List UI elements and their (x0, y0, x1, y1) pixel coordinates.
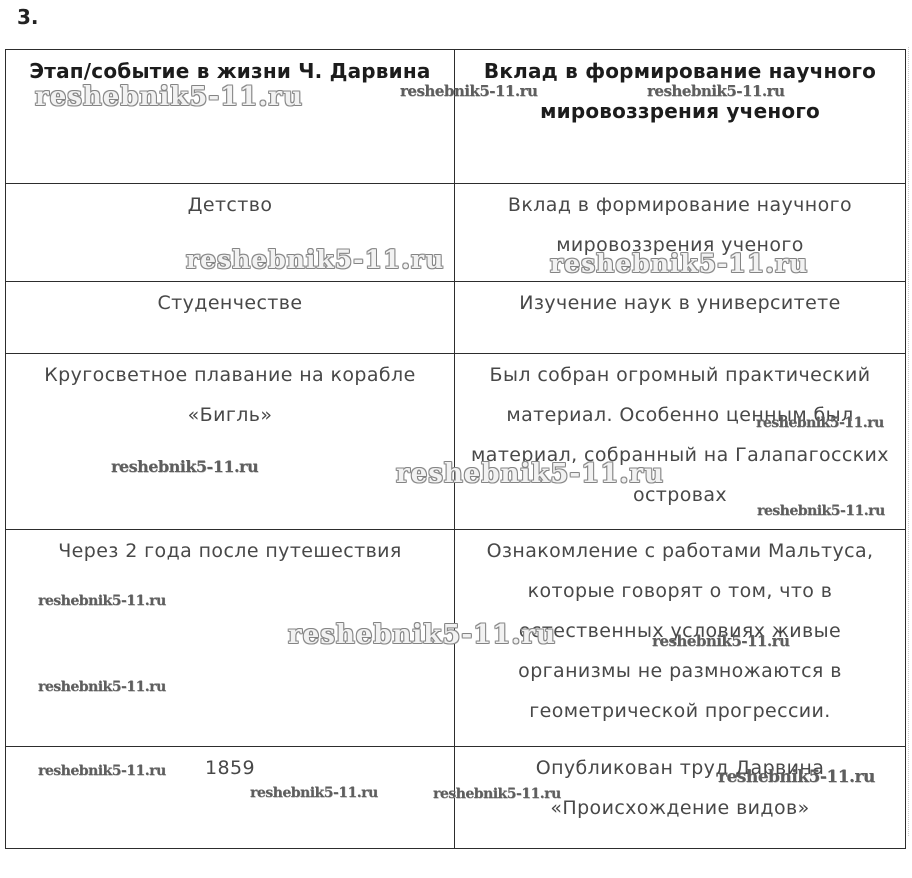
darwin-life-table: Этап/событие в жизни Ч. Дарвина Вклад в … (5, 49, 906, 849)
table-row: Кругосветное плавание на корабле «Бигль»… (5, 353, 906, 530)
cell-contribution: Изучение наук в университете (454, 281, 906, 354)
cell-contribution: Ознакомление с работами Мальтуса, которы… (454, 529, 906, 747)
page-number: 3. (17, 5, 39, 29)
table-row: 1859 Опубликован труд Дарвина «Происхожде… (5, 746, 906, 849)
cell-stage: Кругосветное плавание на корабле «Бигль» (5, 353, 455, 530)
cell-contribution: Был собран огромный практический материа… (454, 353, 906, 530)
cell-contribution: Опубликован труд Дарвина «Происхождение … (454, 746, 906, 849)
page-edge-line (908, 47, 909, 836)
darwin-table-body: Детство Вклад в формирование научного мир… (5, 183, 906, 849)
cell-stage: Через 2 года после путешествия (5, 529, 455, 747)
table-row: Через 2 года после путешествия Ознакомлен… (5, 529, 906, 747)
table-row: Студенчестве Изучение наук в университете (5, 281, 906, 354)
cell-stage: Детство (5, 183, 455, 282)
table-header-row: Этап/событие в жизни Ч. Дарвина Вклад в … (5, 49, 906, 184)
cell-stage: 1859 (5, 746, 455, 849)
header-cell-stage: Этап/событие в жизни Ч. Дарвина (5, 49, 455, 184)
cell-contribution: Вклад в формирование научного мировоззре… (454, 183, 906, 282)
table-row: Детство Вклад в формирование научного мир… (5, 183, 906, 282)
header-cell-contribution: Вклад в формирование научного мировоззре… (454, 49, 906, 184)
cell-stage: Студенчестве (5, 281, 455, 354)
